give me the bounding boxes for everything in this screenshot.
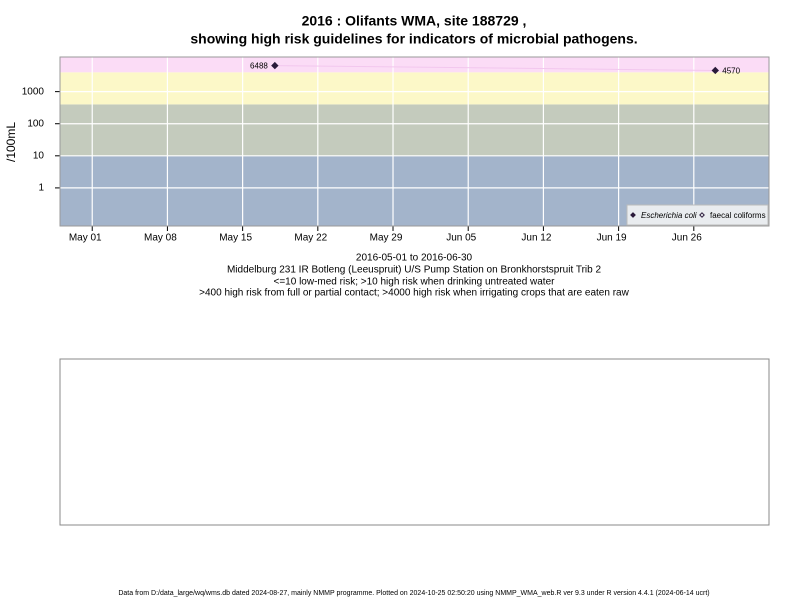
note: 2016-05-01 to 2016-06-30 [356, 253, 473, 264]
legend-symbol [699, 212, 705, 218]
series-line [274, 65, 716, 71]
legend-label: Escherichia coli [641, 211, 697, 220]
data-label: 4570 [722, 67, 740, 76]
x-tick-label: Jun 26 [672, 233, 702, 244]
y-tick-label: 1000 [22, 86, 45, 97]
legend: Escherichia coli faecal coliforms [626, 204, 769, 226]
legend-label: faecal coliforms [710, 211, 766, 220]
plot-frame [59, 56, 770, 227]
x-tick-label: Jun 05 [446, 233, 476, 244]
x-tick-label: May 01 [69, 233, 102, 244]
y-tick-label: 1 [38, 183, 44, 194]
risk-band [60, 104, 769, 156]
x-tick-label: May 08 [144, 233, 177, 244]
note: <=10 low-med risk; >10 high risk when dr… [274, 277, 556, 288]
footer: Data from D:/data_large/wq/wms.db dated … [118, 590, 709, 597]
note: >400 high risk from full or partial cont… [199, 288, 629, 299]
empty-panel [59, 358, 770, 526]
legend-box [626, 204, 769, 226]
data-label: 6488 [250, 62, 268, 71]
x-tick-label: Jun 19 [597, 233, 627, 244]
x-tick-label: May 15 [219, 233, 252, 244]
legend-symbol [630, 212, 636, 218]
chart-title: 2016 : Olifants WMA, site 188729 , [302, 13, 527, 29]
data-point [271, 61, 279, 70]
x-tick-label: May 22 [294, 233, 327, 244]
chart-subtitle: showing high risk guidelines for indicat… [190, 31, 637, 47]
y-tick-label: 10 [33, 150, 45, 161]
risk-band [60, 57, 769, 73]
y-tick-label: 100 [27, 118, 44, 129]
y-axis-label: /100mL [4, 122, 18, 162]
risk-band [60, 72, 769, 105]
note: Middelburg 231 IR Botleng (Leeuspruit) U… [227, 265, 602, 276]
x-tick-label: May 29 [370, 233, 403, 244]
data-point [711, 66, 719, 75]
x-tick-label: Jun 12 [521, 233, 551, 244]
